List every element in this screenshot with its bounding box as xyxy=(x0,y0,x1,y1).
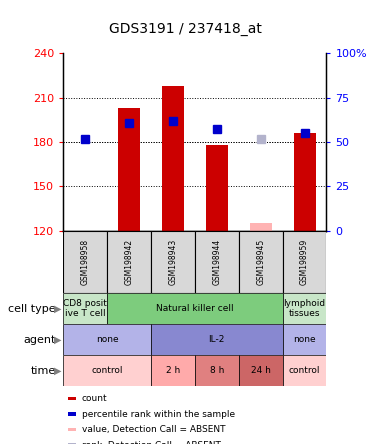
Bar xyxy=(195,231,239,293)
Text: value, Detection Call = ABSENT: value, Detection Call = ABSENT xyxy=(82,425,225,434)
Text: Natural killer cell: Natural killer cell xyxy=(156,304,234,313)
Bar xyxy=(151,324,283,355)
Text: GSM198943: GSM198943 xyxy=(168,239,177,285)
Bar xyxy=(63,355,151,386)
Bar xyxy=(239,231,283,293)
Text: none: none xyxy=(293,335,316,344)
Text: GDS3191 / 237418_at: GDS3191 / 237418_at xyxy=(109,22,262,36)
Text: 2 h: 2 h xyxy=(166,366,180,375)
Text: ▶: ▶ xyxy=(54,304,61,313)
Bar xyxy=(162,86,184,231)
Text: lymphoid
tissues: lymphoid tissues xyxy=(283,299,326,318)
Bar xyxy=(63,293,107,324)
Text: agent: agent xyxy=(23,335,56,345)
Text: 24 h: 24 h xyxy=(251,366,270,375)
Text: GSM198944: GSM198944 xyxy=(212,239,221,285)
Text: percentile rank within the sample: percentile rank within the sample xyxy=(82,409,234,419)
Text: GSM198945: GSM198945 xyxy=(256,239,265,285)
Bar xyxy=(151,355,195,386)
Bar xyxy=(107,293,283,324)
Text: cell type: cell type xyxy=(8,304,56,313)
Bar xyxy=(250,223,272,231)
Bar xyxy=(63,231,107,293)
Bar xyxy=(68,396,76,400)
Bar xyxy=(283,231,326,293)
Text: rank, Detection Call = ABSENT: rank, Detection Call = ABSENT xyxy=(82,440,220,444)
Text: CD8 posit
ive T cell: CD8 posit ive T cell xyxy=(63,299,107,318)
Text: ▶: ▶ xyxy=(54,366,61,376)
Text: none: none xyxy=(96,335,118,344)
Text: IL-2: IL-2 xyxy=(209,335,225,344)
Bar xyxy=(68,443,76,444)
Text: count: count xyxy=(82,394,107,403)
Bar xyxy=(206,145,228,231)
Bar xyxy=(283,324,326,355)
Text: control: control xyxy=(289,366,320,375)
Text: GSM198942: GSM198942 xyxy=(124,239,134,285)
Bar xyxy=(293,133,315,231)
Bar xyxy=(68,412,76,416)
Bar xyxy=(239,355,283,386)
Bar xyxy=(118,108,140,231)
Text: ▶: ▶ xyxy=(54,335,61,345)
Text: GSM198958: GSM198958 xyxy=(81,239,89,285)
Text: 8 h: 8 h xyxy=(210,366,224,375)
Bar xyxy=(283,293,326,324)
Bar xyxy=(151,231,195,293)
Bar xyxy=(107,231,151,293)
Bar xyxy=(283,355,326,386)
Bar xyxy=(195,355,239,386)
Text: time: time xyxy=(30,366,56,376)
Text: GSM198959: GSM198959 xyxy=(300,239,309,285)
Text: control: control xyxy=(91,366,123,375)
Bar xyxy=(68,428,76,432)
Bar xyxy=(63,324,151,355)
